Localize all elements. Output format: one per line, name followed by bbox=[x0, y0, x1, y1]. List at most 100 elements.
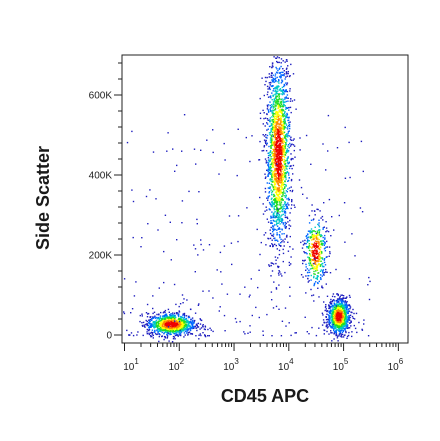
data-point bbox=[277, 85, 279, 87]
data-point bbox=[269, 173, 271, 175]
data-point bbox=[318, 231, 321, 233]
data-point bbox=[183, 316, 185, 318]
data-point bbox=[284, 238, 286, 240]
data-point bbox=[148, 329, 151, 331]
data-point bbox=[178, 313, 180, 315]
data-point bbox=[156, 322, 159, 324]
data-point bbox=[278, 197, 280, 200]
data-point bbox=[308, 243, 311, 245]
data-point bbox=[356, 331, 358, 334]
data-point bbox=[281, 86, 284, 89]
data-point bbox=[286, 160, 289, 162]
data-point bbox=[278, 165, 280, 168]
data-point bbox=[318, 219, 320, 221]
data-point bbox=[316, 257, 319, 260]
data-point bbox=[282, 105, 284, 108]
data-point bbox=[276, 137, 278, 140]
data-point bbox=[282, 153, 284, 155]
data-point bbox=[321, 324, 324, 326]
data-point bbox=[281, 150, 284, 153]
data-point bbox=[314, 230, 317, 233]
data-point bbox=[199, 333, 201, 335]
data-point bbox=[270, 275, 272, 277]
data-point bbox=[280, 207, 282, 210]
data-point bbox=[266, 137, 268, 139]
data-point bbox=[287, 221, 289, 223]
data-point bbox=[154, 325, 156, 328]
data-point bbox=[277, 105, 279, 107]
data-point bbox=[272, 148, 274, 150]
data-point bbox=[361, 329, 364, 331]
data-point bbox=[270, 130, 272, 133]
data-point bbox=[187, 322, 190, 324]
data-point bbox=[276, 140, 278, 143]
data-point bbox=[330, 330, 332, 332]
data-point bbox=[166, 335, 169, 337]
data-point bbox=[148, 332, 150, 334]
data-point bbox=[293, 99, 296, 101]
data-point bbox=[281, 164, 283, 166]
data-point bbox=[192, 327, 194, 330]
data-point bbox=[154, 333, 157, 335]
data-point bbox=[277, 160, 279, 162]
data-point bbox=[278, 57, 280, 59]
data-point bbox=[313, 252, 315, 254]
data-point bbox=[280, 133, 283, 135]
data-point bbox=[348, 327, 351, 329]
data-point bbox=[305, 252, 307, 254]
data-point bbox=[180, 331, 183, 333]
data-point bbox=[207, 335, 209, 337]
data-point bbox=[342, 297, 344, 299]
data-point bbox=[351, 335, 353, 338]
data-point bbox=[272, 131, 274, 134]
data-point bbox=[279, 126, 281, 128]
data-point bbox=[276, 198, 278, 201]
data-point bbox=[270, 264, 272, 267]
data-point bbox=[335, 334, 337, 337]
data-point bbox=[146, 316, 149, 318]
data-point bbox=[272, 161, 274, 164]
data-point bbox=[342, 307, 344, 310]
data-point bbox=[262, 330, 264, 332]
data-point bbox=[340, 313, 342, 315]
data-point bbox=[279, 235, 281, 237]
data-point bbox=[290, 136, 292, 138]
data-point bbox=[333, 229, 335, 231]
data-point bbox=[278, 185, 281, 187]
data-point bbox=[344, 318, 346, 321]
data-point bbox=[281, 127, 283, 129]
data-point bbox=[338, 326, 340, 328]
data-point bbox=[183, 319, 185, 321]
data-point bbox=[325, 318, 328, 321]
data-point bbox=[285, 226, 287, 228]
data-point bbox=[171, 331, 174, 333]
data-point bbox=[305, 266, 307, 268]
data-point bbox=[285, 171, 287, 174]
data-point bbox=[289, 90, 291, 92]
data-point bbox=[258, 316, 260, 319]
data-point bbox=[342, 321, 344, 323]
data-point bbox=[275, 66, 277, 69]
data-point bbox=[301, 247, 304, 249]
data-point bbox=[316, 277, 318, 279]
data-point bbox=[279, 156, 282, 158]
data-point bbox=[275, 186, 277, 189]
data-point bbox=[160, 311, 162, 314]
data-point bbox=[307, 256, 309, 258]
data-point bbox=[183, 313, 185, 315]
data-point bbox=[276, 146, 278, 148]
data-point bbox=[165, 316, 167, 318]
data-point bbox=[331, 315, 333, 318]
data-point bbox=[188, 324, 190, 327]
data-point bbox=[308, 259, 311, 262]
data-point bbox=[275, 124, 277, 126]
data-point bbox=[335, 314, 338, 316]
data-point bbox=[287, 163, 289, 165]
data-point bbox=[308, 264, 311, 266]
data-point bbox=[282, 204, 284, 206]
data-point bbox=[271, 119, 273, 121]
data-point bbox=[189, 333, 192, 335]
data-point bbox=[158, 320, 161, 322]
data-point bbox=[338, 325, 340, 327]
data-point bbox=[316, 278, 319, 281]
